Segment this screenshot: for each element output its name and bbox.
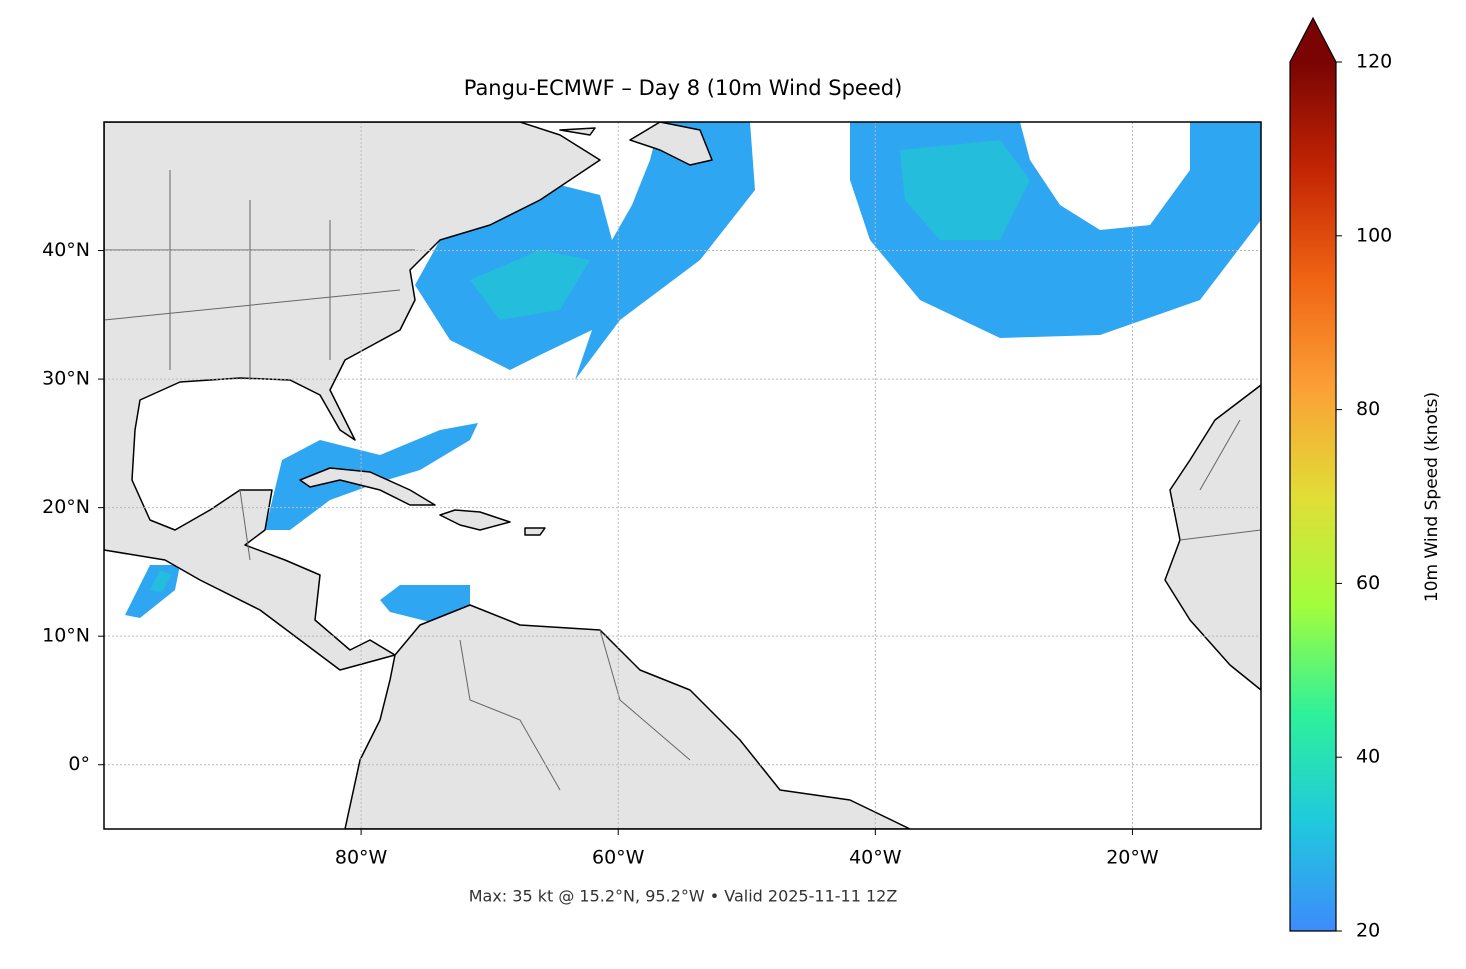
wind-area xyxy=(900,140,1030,240)
canada-east xyxy=(559,122,713,166)
africa xyxy=(1164,384,1261,691)
x-tick-label: 40°W xyxy=(849,847,902,869)
y-tick-label: 30°N xyxy=(42,368,90,390)
colorbar-tick-label: 120 xyxy=(1356,51,1392,73)
wind-area xyxy=(470,250,590,320)
wind-area xyxy=(150,570,172,592)
x-tick-label: 60°W xyxy=(592,847,645,869)
north-america xyxy=(104,122,601,671)
cuba xyxy=(299,467,436,506)
y-tick-label: 40°N xyxy=(42,239,90,261)
map-layer xyxy=(104,122,1261,829)
borders xyxy=(104,170,1261,791)
x-tick-label: 20°W xyxy=(1106,847,1159,869)
colorbar-tick-label: 40 xyxy=(1356,746,1380,768)
y-tick-label: 20°N xyxy=(42,496,90,518)
grid xyxy=(104,122,1261,829)
colorbar-extend xyxy=(1290,18,1336,62)
chart-title: Pangu-ECMWF – Day 8 (10m Wind Speed) xyxy=(464,76,903,100)
y-tick-label: 10°N xyxy=(42,625,90,647)
colorbar-label: 10m Wind Speed (knots) xyxy=(1422,392,1442,602)
colorbar-tick-label: 100 xyxy=(1356,224,1392,246)
hispaniola xyxy=(439,509,546,536)
colorbar-tick-label: 20 xyxy=(1356,920,1380,942)
footer-note: Max: 35 kt @ 15.2°N, 95.2°W • Valid 2025… xyxy=(469,887,898,906)
y-tick-label: 0° xyxy=(68,753,90,775)
map-frame xyxy=(103,121,1262,830)
colorbar xyxy=(1290,62,1336,931)
colorbar-tick-label: 60 xyxy=(1356,572,1380,594)
x-tick-label: 80°W xyxy=(335,847,388,869)
colorbar-tick-label: 80 xyxy=(1356,398,1380,420)
wind-area xyxy=(380,585,470,622)
colorbar-frame xyxy=(1289,16,1337,932)
